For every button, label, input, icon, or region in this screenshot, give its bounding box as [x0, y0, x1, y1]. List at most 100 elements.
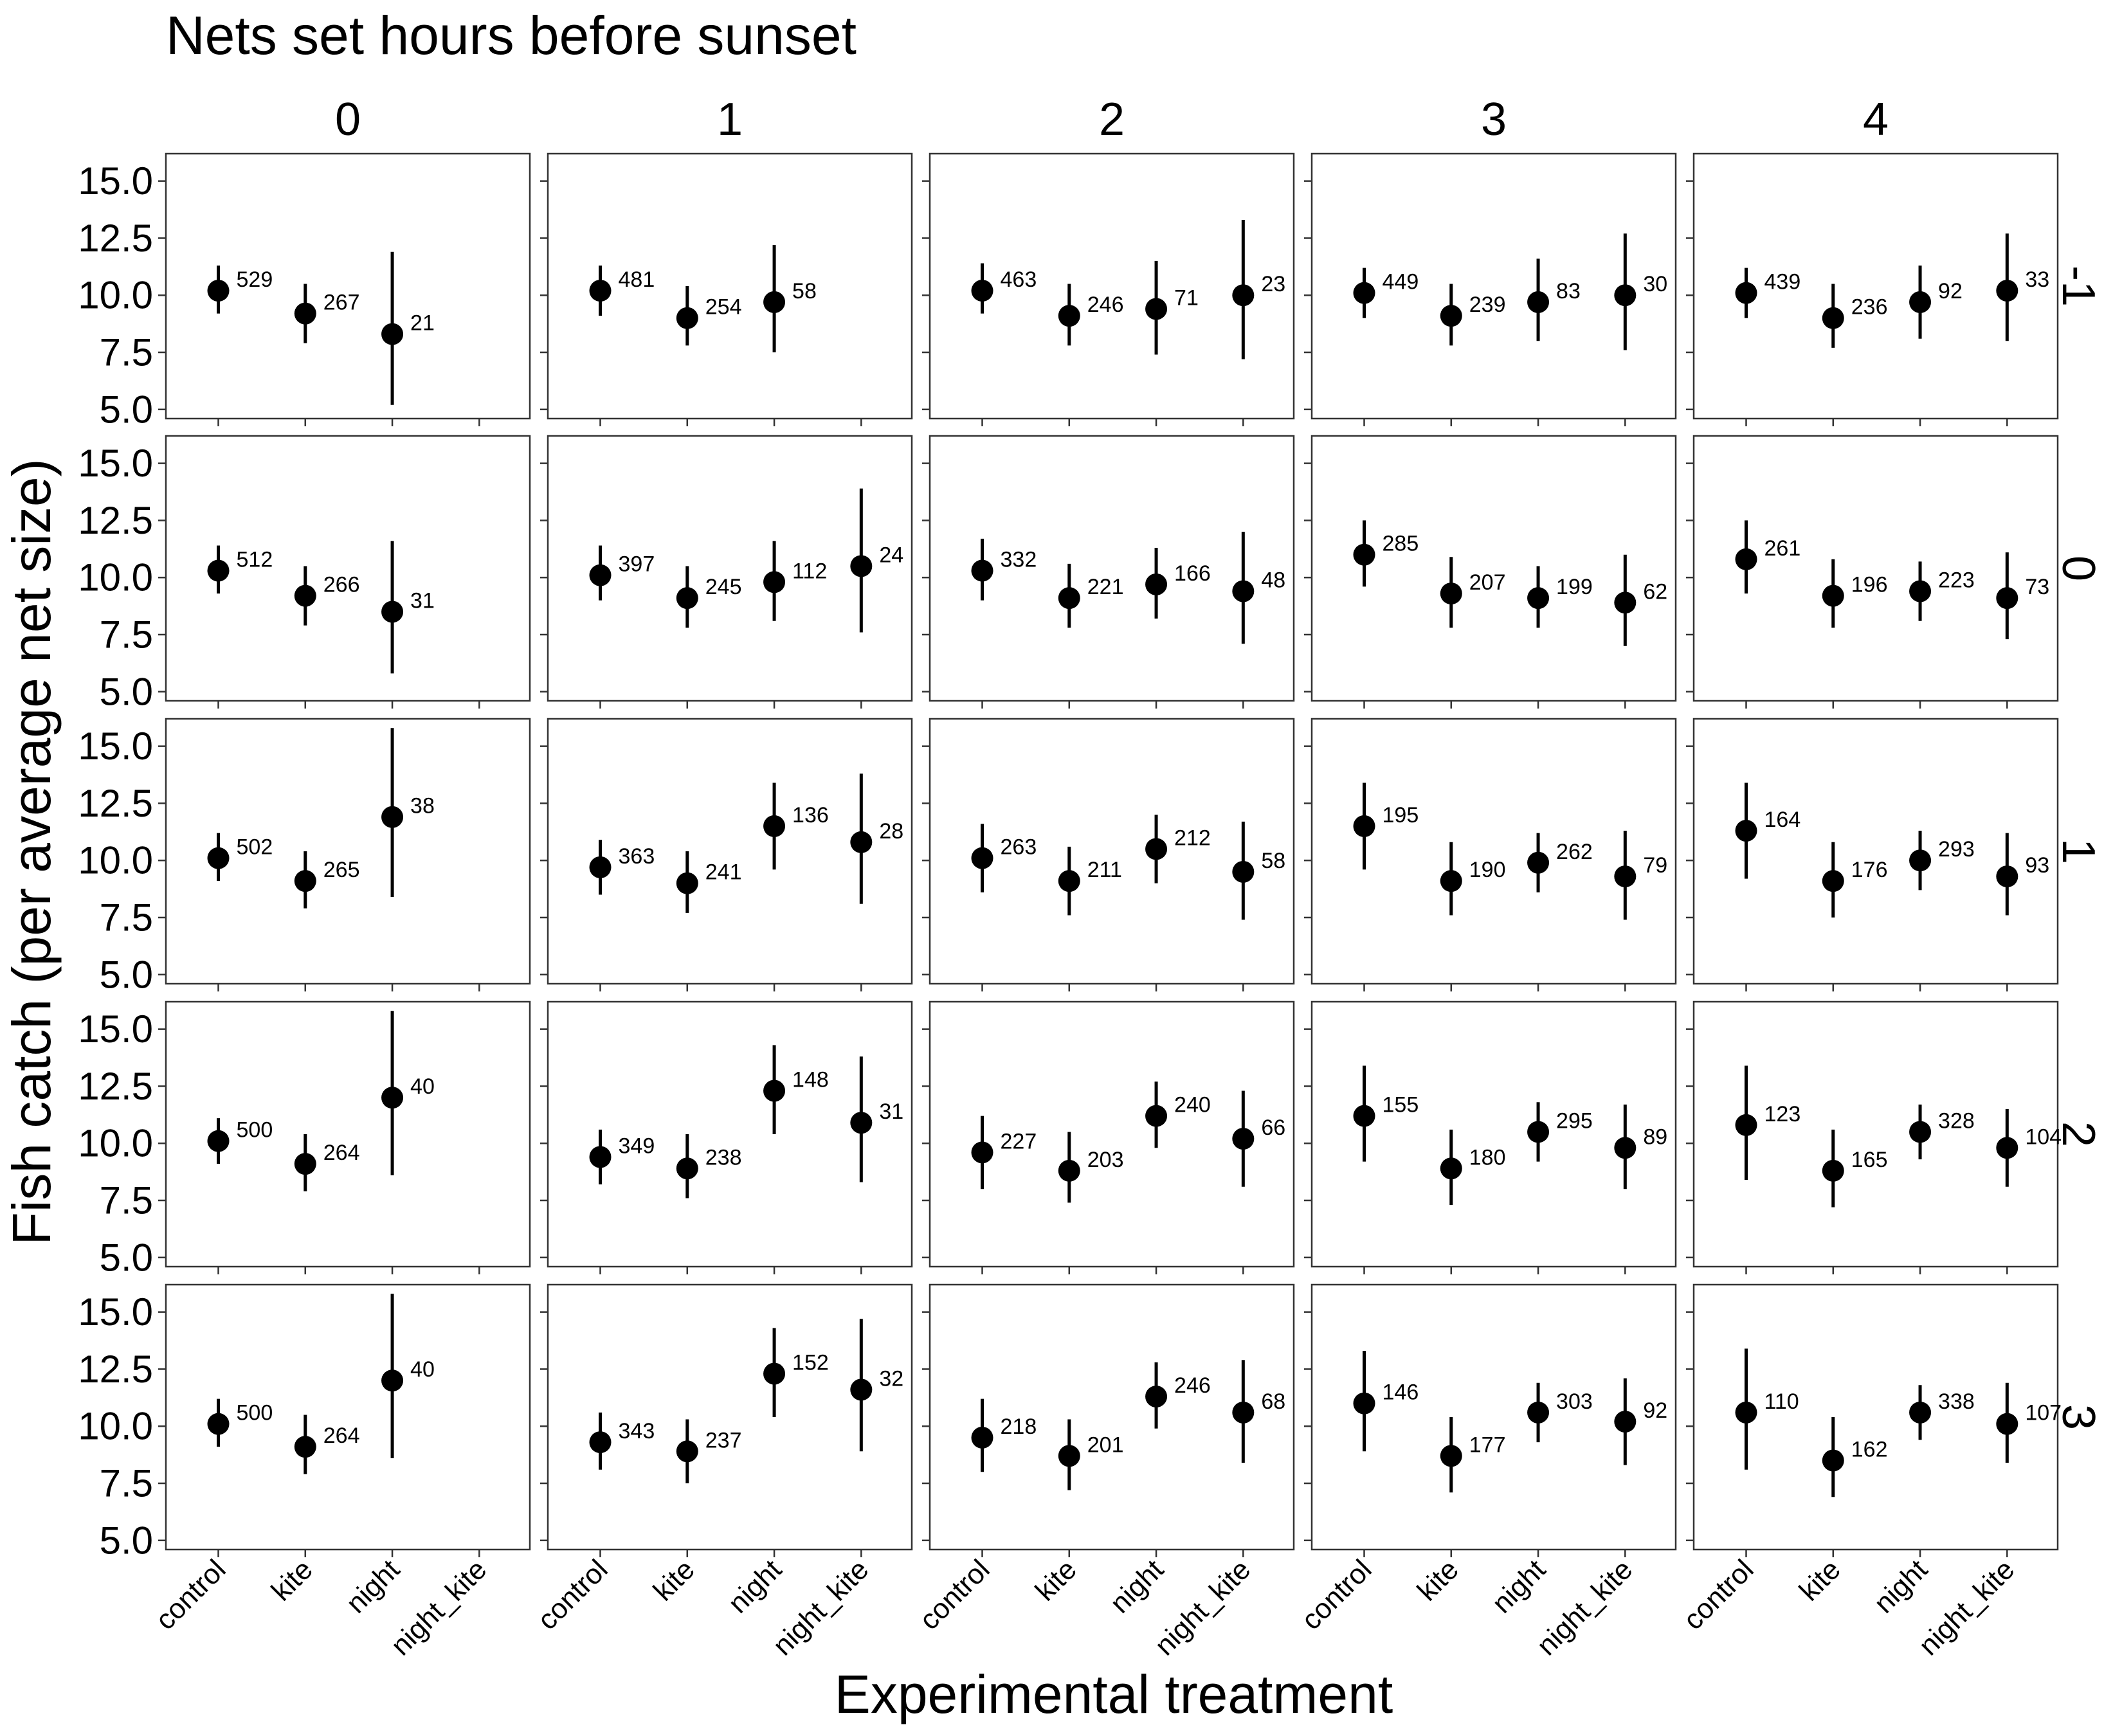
data-point: [676, 307, 698, 329]
sample-size-label: 245: [705, 575, 742, 599]
panel-frame: [1310, 1283, 1677, 1551]
sample-size-label: 512: [237, 548, 273, 572]
data-point: [763, 1080, 786, 1102]
x-tick-label: night_kite: [1149, 1553, 1257, 1661]
data-point: [589, 564, 612, 586]
data-point: [1527, 587, 1550, 610]
sample-size-label: 66: [1261, 1116, 1285, 1140]
panel-frame: [165, 718, 531, 985]
data-point: [207, 847, 230, 869]
sample-size-label: 89: [1643, 1125, 1667, 1149]
panel-frame: [165, 1283, 531, 1551]
panel-frame: [1310, 718, 1677, 985]
sample-size-label: 449: [1383, 270, 1419, 294]
data-point: [1822, 584, 1844, 607]
sample-size-label: 502: [237, 835, 273, 860]
sample-size-label: 146: [1383, 1380, 1419, 1405]
x-tick-label: kite: [1029, 1553, 1083, 1607]
sample-size-label: 155: [1383, 1093, 1419, 1117]
y-tick-label: 12.5: [78, 217, 153, 260]
panel-frame: [547, 435, 913, 702]
data-point: [589, 1431, 612, 1454]
x-tick-label: kite: [1411, 1553, 1465, 1607]
data-point: [1735, 1401, 1757, 1424]
row-facet-label: -1: [2053, 266, 2104, 307]
sample-size-label: 92: [1938, 279, 1963, 303]
sample-size-label: 112: [792, 559, 827, 583]
sample-size-label: 246: [1087, 293, 1124, 317]
sample-size-label: 199: [1556, 575, 1593, 599]
panel-frame: [929, 718, 1295, 985]
row-facet-label: 2: [2053, 1121, 2104, 1147]
data-point: [1822, 1449, 1844, 1472]
x-tick-label: night_kite: [767, 1553, 875, 1661]
sample-size-label: 73: [2025, 575, 2049, 599]
sample-size-label: 293: [1938, 837, 1975, 862]
panel-frame: [547, 152, 913, 420]
data-point: [1996, 280, 2018, 302]
panel-frame: [1692, 152, 2059, 420]
panel-frame: [1692, 718, 2059, 985]
sample-size-label: 481: [619, 267, 655, 292]
data-point: [1909, 291, 1932, 313]
sample-size-label: 212: [1174, 826, 1211, 850]
sample-size-label: 177: [1469, 1433, 1506, 1457]
data-point: [1822, 1159, 1844, 1182]
sample-size-label: 92: [1643, 1398, 1667, 1423]
sample-size-label: 201: [1087, 1433, 1124, 1457]
data-point: [1614, 865, 1637, 888]
data-point: [1440, 583, 1462, 605]
sample-size-label: 203: [1087, 1148, 1124, 1172]
sample-size-label: 148: [792, 1068, 829, 1092]
data-point: [1735, 820, 1757, 842]
data-point: [1996, 865, 2018, 888]
sample-size-label: 40: [410, 1074, 435, 1099]
sample-size-label: 195: [1383, 803, 1419, 827]
x-axis-title: Experimental treatment: [835, 1664, 1393, 1724]
sample-size-label: 28: [879, 819, 903, 844]
panel-frame: [547, 718, 913, 985]
sample-size-label: 211: [1087, 858, 1122, 882]
sample-size-label: 152: [792, 1351, 829, 1375]
data-point: [971, 847, 993, 869]
data-point: [589, 280, 612, 302]
sample-size-label: 165: [1851, 1148, 1888, 1172]
data-point: [850, 1379, 873, 1401]
data-point: [1909, 1401, 1932, 1424]
sample-size-label: 104: [2025, 1125, 2062, 1149]
data-point: [1058, 870, 1080, 892]
y-tick-label: 15.0: [78, 442, 153, 485]
data-point: [1440, 870, 1462, 892]
data-point: [207, 1413, 230, 1435]
sample-size-label: 343: [619, 1419, 655, 1443]
data-point: [676, 872, 698, 894]
x-tick-label: control: [914, 1553, 996, 1636]
data-point: [763, 291, 786, 313]
data-point: [1735, 282, 1757, 304]
y-tick-label: 5.0: [100, 670, 153, 713]
sample-size-label: 236: [1851, 295, 1888, 320]
data-point: [1232, 284, 1255, 307]
y-tick-label: 5.0: [100, 953, 153, 996]
data-point: [1822, 307, 1844, 329]
data-point: [971, 1426, 993, 1449]
col-facet-label: 2: [1099, 94, 1125, 145]
y-tick-label: 12.5: [78, 1348, 153, 1391]
sample-size-label: 463: [1001, 267, 1037, 292]
data-point: [1614, 1137, 1637, 1159]
y-tick-label: 5.0: [100, 1236, 153, 1279]
data-point: [1996, 587, 2018, 610]
data-point: [1232, 580, 1255, 602]
data-point: [1058, 1445, 1080, 1467]
sample-size-label: 328: [1938, 1108, 1975, 1133]
sample-size-label: 338: [1938, 1389, 1975, 1414]
data-point: [1614, 284, 1637, 307]
y-tick-label: 7.5: [100, 331, 153, 374]
data-point: [1822, 870, 1844, 892]
data-point: [294, 584, 316, 607]
sample-size-label: 123: [1764, 1102, 1801, 1126]
data-point: [589, 856, 612, 878]
sample-size-label: 31: [410, 588, 435, 613]
panel-frame: [929, 152, 1295, 420]
